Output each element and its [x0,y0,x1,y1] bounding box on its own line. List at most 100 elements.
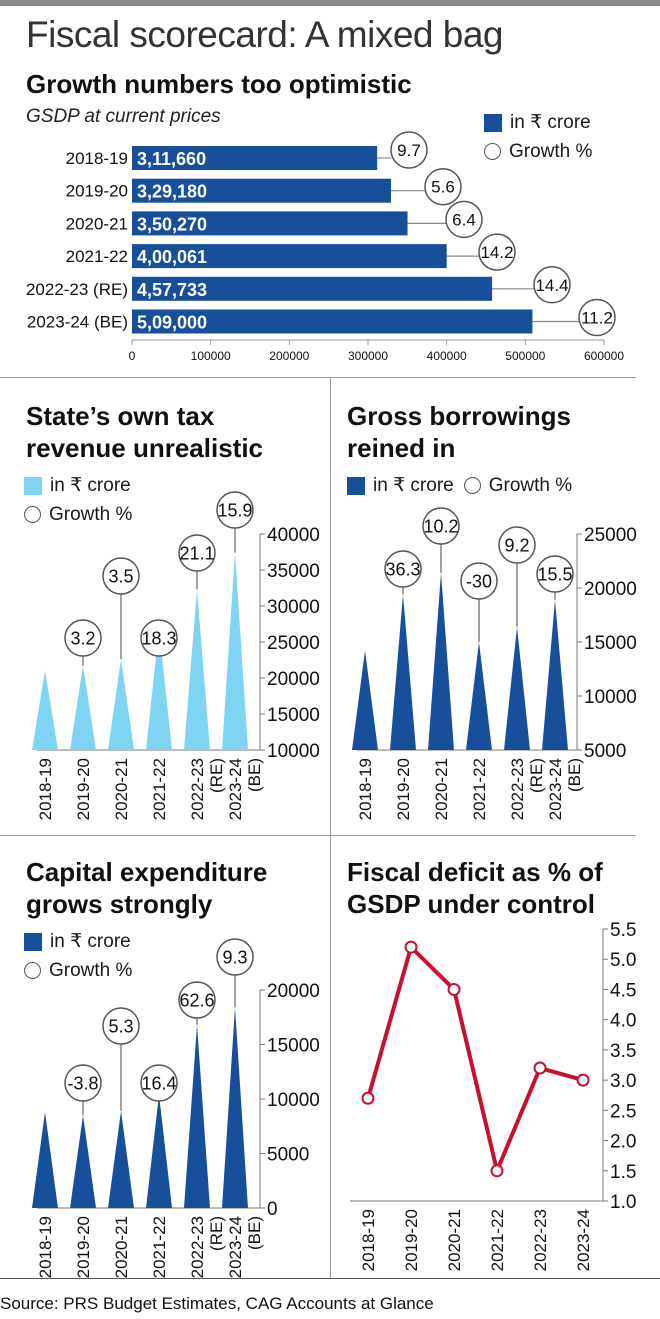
y-tick-label: 5.0 [610,950,636,971]
category-label: 2022-23 [188,758,207,820]
y-tick-label: 3.0 [610,1071,636,1092]
title-line: revenue unrealistic [26,433,263,463]
legend-ring [484,143,501,160]
spike-bar [184,589,210,750]
category-label-group: 2022-23 (RE) [508,758,546,820]
growth-bubble [422,507,460,545]
category-label: 2020-21 [445,1209,464,1271]
divider [0,377,636,378]
spike-bar [32,670,58,750]
growth-label: -30 [466,571,492,591]
bar [132,244,447,269]
category-label-group: 2021-22 [470,758,489,820]
growth-label: 3.5 [108,566,133,586]
y-tick-label: 10000 [584,687,637,708]
growth-bubble [384,550,422,588]
y-tick-label: 30000 [267,597,320,618]
category-label-group: 2019-20 [74,1216,93,1278]
category-label-group: 2018-19 [359,1209,378,1271]
category-label: 2021-22 [150,1216,169,1278]
legend-label: Growth % [488,474,573,496]
growth-label: 62.6 [179,990,214,1010]
category-label: (BE) [245,758,264,792]
category-label: (BE) [245,1216,264,1250]
growth-label: 9.7 [397,141,421,160]
category-label-group: 2019-20 [74,758,93,820]
main-title: Fiscal scorecard: A mixed bag [26,14,504,55]
x-tick-label: 600000 [584,349,624,363]
y-tick-label: 4.0 [610,1011,636,1032]
title-line: GSDP under control [347,889,595,919]
title-line: grows strongly [26,889,213,919]
bar [132,178,391,203]
growth-label: 5.3 [108,1016,133,1036]
category-label: 2022-23 [508,758,527,820]
y-tick-label: 2.5 [610,1101,636,1122]
title-line: State’s own tax [26,401,215,431]
category-label: (RE) [207,1216,226,1251]
category-label: 2021-22 [488,1209,507,1271]
growth-bubble [64,619,102,657]
growth-label: 18.3 [141,628,176,648]
spike-bar [70,665,96,750]
category-label: 2023-24 [574,1209,593,1271]
bar-value-label: 5,09,000 [137,313,207,333]
growth-bubble [478,233,516,271]
category-label-group: 2018-19 [36,758,55,820]
legend-label: in ₹ crore [50,930,131,952]
spike-bar [390,594,416,750]
category-label: 2020-21 [112,758,131,820]
category-label-group: 2019-20 [402,1209,421,1271]
category-label: (RE) [527,758,546,793]
growth-label: 36.3 [385,559,420,579]
y-tick-label: 10000 [267,741,320,762]
growth-bubble [102,557,140,595]
category-label-group: 2023-24 (BE) [226,758,264,820]
title-line: Fiscal deficit as % of [347,857,603,887]
legend-swatch [484,113,502,132]
category-label: 2021-22 [150,758,169,820]
legend-label: Growth % [49,959,133,981]
growth-label: 9.2 [504,535,529,555]
bar [132,211,408,236]
y-tick-label: 20000 [267,669,320,690]
legend-item-crore: in ₹ crore [484,108,592,137]
category-label-group: 2021-22 [150,1216,169,1278]
growth-label: 9.3 [222,947,247,967]
title-line: reined in [347,433,456,463]
divider [0,1278,660,1279]
x-tick-label: 200000 [269,349,309,363]
spike-bar [32,1112,58,1208]
category-label: (BE) [565,758,584,792]
capex-title: Capital expenditure grows strongly [26,856,267,920]
category-label-group: 2022-23 (RE) [188,1216,226,1278]
growth-label: 10.2 [423,516,458,536]
category-label: 2022-23 [188,1216,207,1278]
growth-bubble [533,266,571,304]
divider [0,835,636,836]
growth-bubble [390,131,428,169]
data-point [361,1091,375,1105]
legend-ring [463,477,481,494]
growth-label: 15.5 [537,564,572,584]
category-label-group: 2020-21 [112,1216,131,1278]
growth-label: 14.2 [480,243,513,262]
category-label-group: 2019-20 [394,758,413,820]
data-point [447,982,461,996]
borrow-legend: in ₹ crore Growth % [347,471,572,500]
sotr-title: State’s own tax revenue unrealistic [26,400,263,464]
gsdp-title: Growth numbers too optimistic [26,69,412,99]
legend-row: in ₹ crore Growth % [347,471,572,500]
title-line: Gross borrowings [347,401,571,431]
category-label-group: 2023-24 [574,1209,593,1271]
y-tick-label: 15000 [267,1036,320,1057]
category-label: 2021-22 [66,247,128,266]
legend-item-growth: Growth % [484,137,592,166]
gsdp-legend: in ₹ crore Growth % [484,108,592,166]
gsdp-subtitle: GSDP at current prices [26,106,221,127]
growth-label: -3.8 [67,1073,98,1093]
growth-label: 6.4 [452,210,476,229]
borrow-title: Gross borrowings reined in [347,400,571,464]
legend-item-growth: Growth % [24,500,132,529]
